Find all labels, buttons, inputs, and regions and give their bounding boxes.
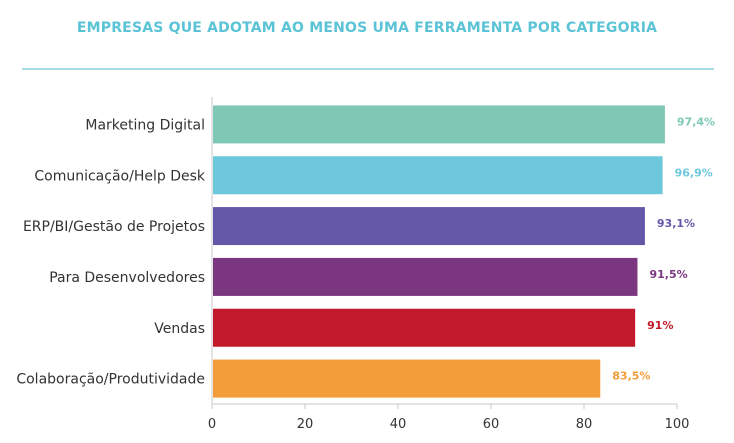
- title-divider: [22, 68, 714, 70]
- value-label: 93,1%: [657, 217, 695, 230]
- x-ticks-group: 0 20 40 60 80 100: [208, 404, 690, 432]
- category-label: Colaboração/Produtividade: [16, 372, 205, 388]
- value-label: 96,9%: [675, 166, 713, 179]
- x-tick-label: 60: [483, 417, 500, 432]
- bar: [213, 359, 601, 398]
- bar: [213, 308, 636, 347]
- x-tick-label: 100: [665, 417, 690, 432]
- category-label: ERP/BI/Gestão de Projetos: [23, 219, 205, 235]
- chart-title: EMPRESAS QUE ADOTAM AO MENOS UMA FERRAME…: [76, 20, 658, 36]
- x-tick-label: 80: [576, 417, 593, 432]
- value-label: 91%: [647, 319, 673, 332]
- bar: [213, 105, 665, 144]
- x-tick-label: 0: [208, 417, 216, 432]
- bars-group: [213, 105, 665, 398]
- category-label: Vendas: [154, 321, 205, 337]
- bar: [213, 207, 645, 246]
- bar: [213, 156, 663, 195]
- bar: [213, 257, 638, 296]
- value-labels-group: 97,4% 96,9% 93,1% 91,5% 91% 83,5%: [612, 115, 715, 382]
- category-labels-group: Marketing Digital Comunicação/Help Desk ER…: [16, 117, 206, 387]
- value-label: 97,4%: [677, 115, 715, 128]
- x-tick-label: 20: [297, 417, 314, 432]
- category-label: Marketing Digital: [85, 117, 205, 133]
- category-label: Comunicação/Help Desk: [34, 168, 206, 184]
- value-label: 91,5%: [649, 268, 687, 281]
- value-label: 83,5%: [612, 370, 650, 383]
- category-label: Para Desenvolvedores: [49, 270, 205, 286]
- x-tick-label: 40: [390, 417, 407, 432]
